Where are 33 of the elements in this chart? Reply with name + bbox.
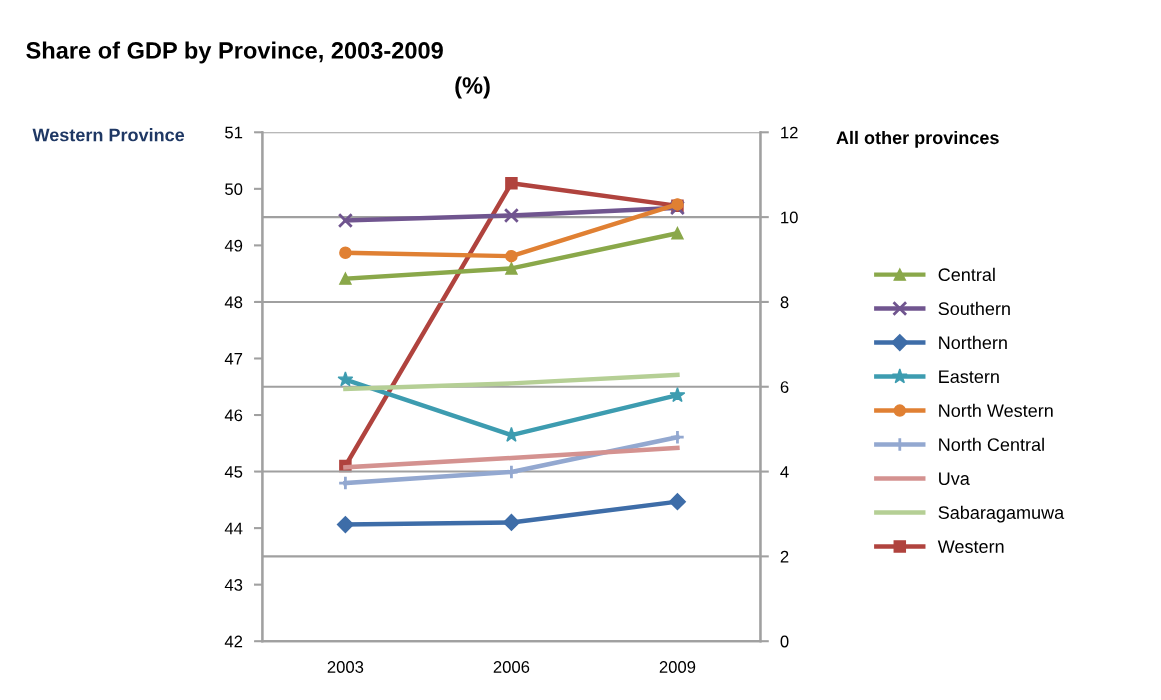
legend-label: Sabaragamuwa [938,505,1065,523]
y2-tick-label: 0 [780,635,789,648]
y-tick-label: 44 [224,522,243,535]
y2-axis-title: All other provinces [836,130,999,148]
legend-label: Southern [938,301,1010,316]
legend-label: Western [937,540,1004,553]
chart-subtitle: (%) [455,76,490,99]
y-tick-label: 48 [224,296,243,309]
y2-tick-label: 2 [780,550,789,563]
y-tick-label: 47 [224,353,243,365]
y2-tick-label: 6 [780,381,789,393]
chart-title: Share of GDP by Province, 2003-2009 [26,41,443,64]
y2-tick-label: 4 [780,466,789,478]
legend-label: Eastern [939,370,999,384]
y2-tick-label: 12 [781,126,798,139]
y-tick-label: 42 [224,635,243,648]
legend-label: Northern [939,335,1007,350]
y-tick-label: 49 [224,239,243,252]
y2-tick-label: 10 [781,211,798,224]
legend-label: North Western [939,403,1053,418]
y-tick-label: 51 [225,126,243,139]
y-tick-label: 50 [225,183,243,196]
x-tick-label: 2009 [659,661,696,673]
x-tick-label: 2003 [327,661,364,673]
y-tick-label: 46 [224,409,243,422]
y2-tick-label: 8 [780,296,789,309]
y-tick-label: 45 [224,466,243,478]
y-tick-label: 43 [224,579,243,591]
legend-label: Central [938,267,995,282]
legend-label: North Central [939,437,1044,452]
y-axis-title: Western Province [32,128,185,142]
legend-label: Uva [939,472,970,486]
x-tick-label: 2006 [493,661,530,673]
